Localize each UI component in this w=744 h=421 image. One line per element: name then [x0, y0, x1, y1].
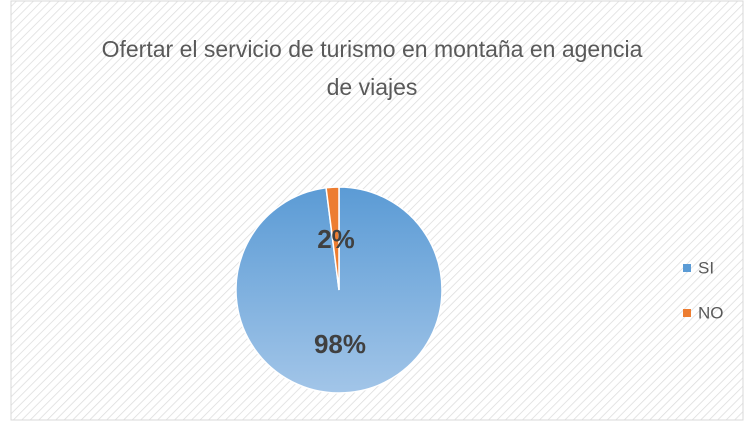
legend-swatch [683, 309, 691, 317]
legend-label: NO [698, 303, 724, 322]
legend-swatch [683, 264, 691, 272]
data-label: 2% [317, 224, 355, 254]
pie-slice [325, 186, 340, 291]
data-label: 98% [314, 329, 366, 359]
legend-label: SI [698, 258, 714, 277]
chart-title: Ofertar el servicio de turismo en montañ… [101, 36, 643, 100]
